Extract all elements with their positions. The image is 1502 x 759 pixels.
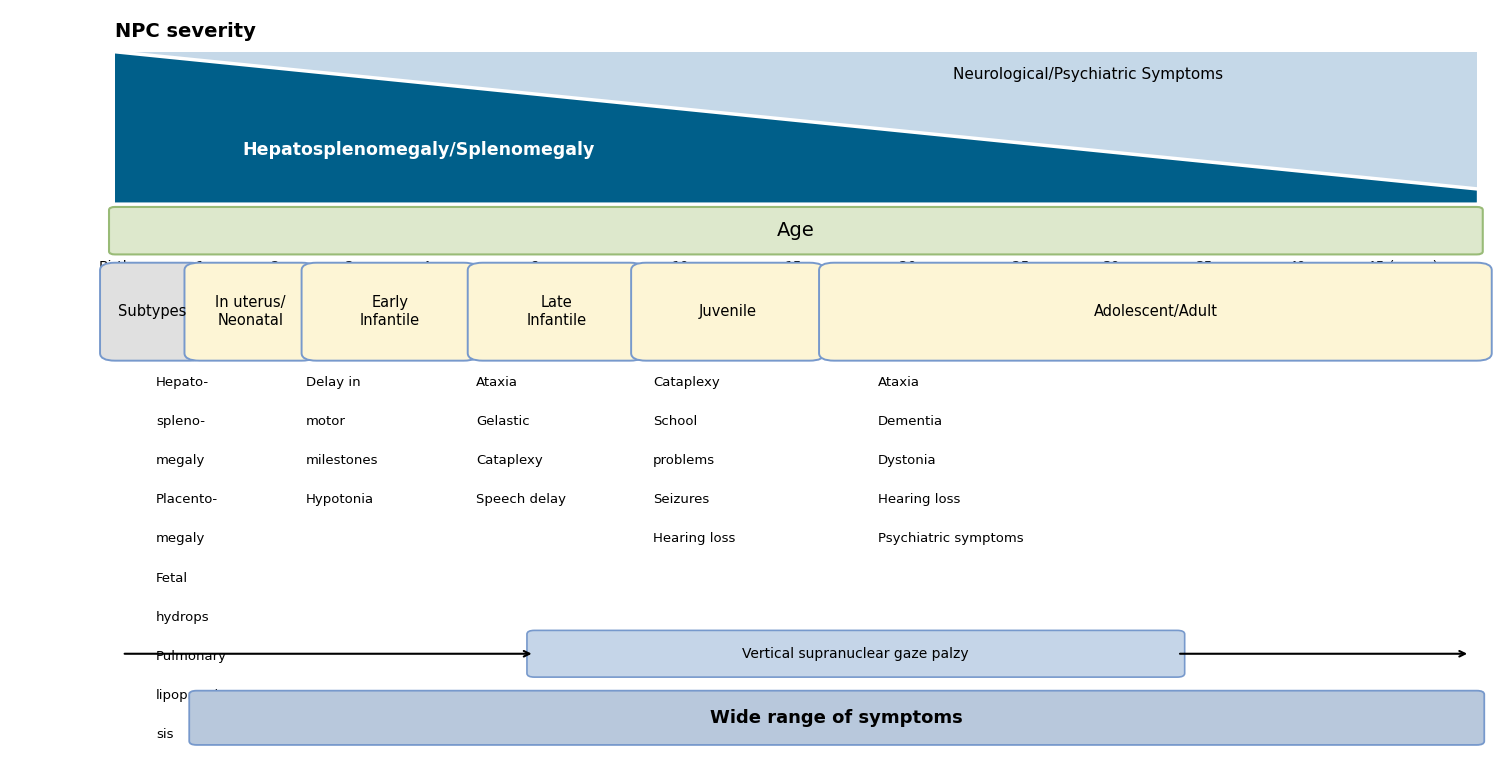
Text: Subtypes: Subtypes [119, 304, 186, 320]
Text: 4: 4 [421, 260, 430, 275]
Text: 1: 1 [195, 260, 204, 275]
Text: Ataxia: Ataxia [877, 376, 919, 389]
Text: Gelastic: Gelastic [476, 415, 530, 428]
Text: 3: 3 [345, 260, 353, 275]
Text: Late
Infantile: Late Infantile [526, 295, 586, 328]
Text: NPC severity: NPC severity [116, 21, 255, 41]
Text: Juvenile: Juvenile [698, 304, 757, 320]
Text: megaly: megaly [156, 533, 206, 546]
Text: motor: motor [306, 415, 345, 428]
Text: Seizures: Seizures [653, 493, 709, 506]
Text: Speech delay: Speech delay [476, 493, 566, 506]
Text: Hypotonia: Hypotonia [306, 493, 374, 506]
Text: School: School [653, 415, 697, 428]
Text: In uterus/
Neonatal: In uterus/ Neonatal [215, 295, 285, 328]
Text: sis: sis [156, 729, 173, 742]
Text: 30: 30 [1102, 260, 1120, 275]
Text: Dementia: Dementia [877, 415, 943, 428]
Text: Placentо-: Placentо- [156, 493, 218, 506]
FancyBboxPatch shape [101, 263, 204, 361]
Text: Birth: Birth [98, 260, 132, 275]
Text: Psychiatric symptoms: Psychiatric symptoms [877, 533, 1023, 546]
Text: Vertical supranuclear gaze palzy: Vertical supranuclear gaze palzy [742, 647, 969, 661]
Text: 45 (years) ...: 45 (years) ... [1367, 260, 1455, 275]
Text: Wide range of symptoms: Wide range of symptoms [710, 709, 963, 727]
Text: spleno-: spleno- [156, 415, 204, 428]
Text: Early
Infantile: Early Infantile [360, 295, 421, 328]
FancyBboxPatch shape [185, 263, 317, 361]
Text: milestones: milestones [306, 454, 379, 467]
Text: 40: 40 [1289, 260, 1305, 275]
Text: Cataplexy: Cataplexy [653, 376, 719, 389]
Text: 20: 20 [898, 260, 916, 275]
Text: megaly: megaly [156, 454, 206, 467]
Text: Delay in: Delay in [306, 376, 360, 389]
FancyBboxPatch shape [302, 263, 479, 361]
Text: hydrops: hydrops [156, 611, 209, 624]
Text: 15: 15 [784, 260, 802, 275]
FancyBboxPatch shape [110, 207, 1482, 254]
Text: Hepatosplenomegaly/Splenomegaly: Hepatosplenomegaly/Splenomegaly [242, 140, 595, 159]
Text: Neurological/Psychiatric Symptoms: Neurological/Psychiatric Symptoms [954, 67, 1223, 82]
Text: Pulmonary: Pulmonary [156, 650, 227, 663]
Text: Cataplexy: Cataplexy [476, 454, 542, 467]
Polygon shape [116, 52, 1476, 203]
FancyBboxPatch shape [189, 691, 1484, 745]
Text: 10: 10 [671, 260, 689, 275]
Text: 25: 25 [1012, 260, 1029, 275]
Text: Age: Age [777, 221, 814, 240]
Text: problems: problems [653, 454, 715, 467]
FancyBboxPatch shape [631, 263, 825, 361]
Text: 2: 2 [272, 260, 279, 275]
FancyBboxPatch shape [527, 631, 1185, 677]
Text: Adolescent/Adult: Adolescent/Adult [1093, 304, 1218, 320]
Text: Dystonia: Dystonia [877, 454, 936, 467]
FancyBboxPatch shape [819, 263, 1491, 361]
Text: lipoproteino-: lipoproteino- [156, 689, 240, 702]
Text: 6: 6 [530, 260, 539, 275]
FancyBboxPatch shape [467, 263, 644, 361]
Text: Fetal: Fetal [156, 572, 188, 584]
Text: Hearing loss: Hearing loss [877, 493, 960, 506]
Text: Hearing loss: Hearing loss [653, 533, 736, 546]
Text: Hepato-: Hepato- [156, 376, 209, 389]
Text: 35: 35 [1196, 260, 1214, 275]
Polygon shape [116, 52, 1476, 203]
Text: Ataxia: Ataxia [476, 376, 518, 389]
